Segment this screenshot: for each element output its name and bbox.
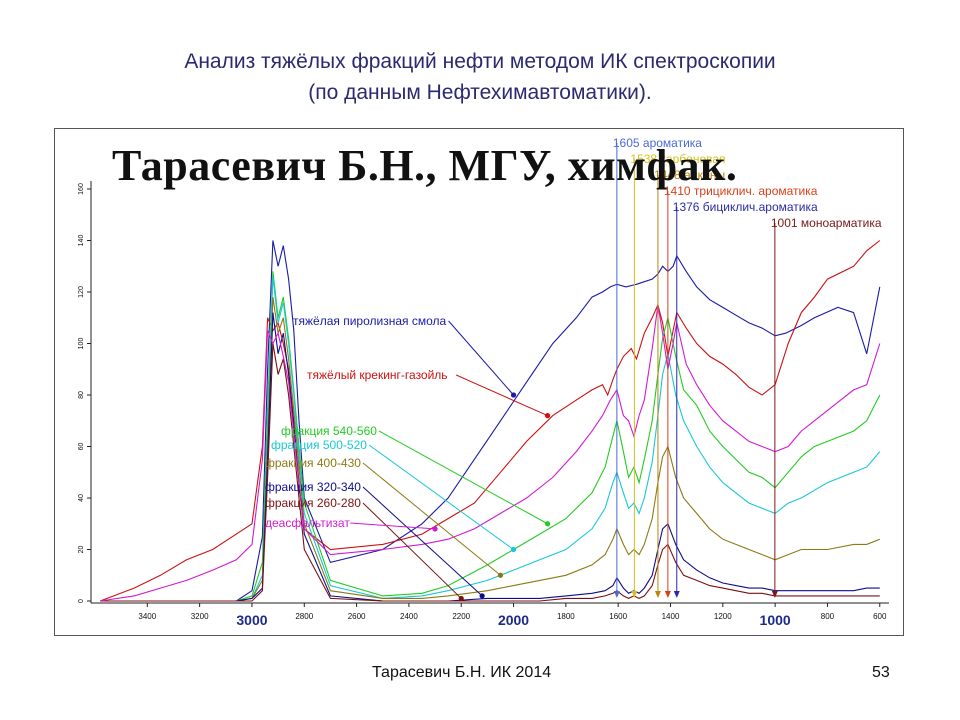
- x-tick-label: 2800: [295, 612, 313, 621]
- x-tick-label: 2600: [348, 612, 366, 621]
- series-label-2: фракция 540-560: [281, 424, 377, 438]
- annotation-arrow-head: [673, 591, 680, 598]
- y-tick-label: 140: [78, 235, 85, 247]
- x-tick-label: 1400: [662, 612, 680, 621]
- annotation-label: 1538 карбоновая: [630, 152, 725, 166]
- series-line-7: [100, 304, 881, 602]
- series-line-3: [100, 276, 881, 602]
- series-leader-line: [368, 444, 514, 550]
- annotation-label: 1001 моноарматика: [771, 216, 882, 230]
- annotation-label: 1376 бициклич.ароматика: [673, 200, 818, 214]
- x-tick-label: 800: [821, 612, 835, 621]
- chart-canvas: 3400 3200 3000 2800 2600 2400 2200 2000 1800 1600…: [78, 136, 889, 628]
- x-tick-label: 1200: [714, 612, 732, 621]
- y-tick-label: 60: [78, 443, 85, 451]
- annotation-arrow-head: [664, 591, 671, 598]
- series-leader-dot: [497, 572, 504, 578]
- annotation-arrow-head: [613, 591, 620, 598]
- series-leader-line: [350, 522, 436, 530]
- series-leader-dot: [510, 392, 517, 398]
- series-leader-line: [455, 374, 548, 417]
- series-leader-line: [448, 320, 514, 396]
- series-leader-dot: [479, 593, 485, 599]
- y-tick-label: 20: [78, 546, 85, 554]
- series-line-2: [100, 271, 881, 602]
- x-tick-label: 2400: [400, 612, 418, 621]
- x-tick-label: 1600: [609, 612, 627, 621]
- slide-title-line1: Анализ тяжёлых фракций нефти методом ИК …: [184, 50, 776, 73]
- series-line-0: [100, 240, 881, 602]
- series-leader-line: [362, 486, 483, 597]
- series-leader-dot: [432, 526, 438, 532]
- series-line-6: [100, 343, 880, 602]
- series-leader-dot: [544, 413, 551, 419]
- annotation-label: 1605 ароматика: [613, 136, 702, 150]
- x-tick-label: 2200: [452, 612, 470, 621]
- series-label-0: тяжёлая пиролизная смола: [293, 314, 446, 328]
- y-tick-label: 100: [78, 338, 85, 350]
- slide-title-line2: (по данным Нефтехимавтоматики).: [308, 81, 652, 104]
- series-label-5: фракция 320-340: [265, 480, 361, 494]
- annotation-arrow-head: [771, 591, 778, 598]
- annotation-label: 1448 алканы: [654, 168, 725, 182]
- x-tick-label: 1000: [760, 612, 791, 628]
- series-leader-line: [362, 502, 462, 599]
- series-label-7: деасфальтизат: [265, 516, 350, 530]
- series-leader-line: [378, 430, 548, 525]
- series-leader-dot: [458, 595, 464, 602]
- slide-title: Анализ тяжёлых фракций нефти методом ИК …: [0, 46, 960, 108]
- x-tick-label: 3400: [138, 612, 156, 621]
- author-overlay-title: Тарасевич Б.Н., МГУ, химфак.: [112, 141, 738, 190]
- y-tick-label: 120: [78, 286, 85, 298]
- annotation-arrow-head: [654, 591, 661, 598]
- y-tick-label: 40: [78, 494, 85, 502]
- y-tick-label: 0: [78, 599, 85, 603]
- series-line-1: [100, 240, 881, 602]
- x-tick-label: 600: [873, 612, 887, 621]
- x-tick-label: 1800: [557, 612, 575, 621]
- series-label-4: фракция 400-430: [265, 456, 361, 470]
- page-number: 53: [872, 664, 890, 681]
- x-tick-label: 3200: [191, 612, 209, 621]
- series-leader-dot: [510, 546, 517, 553]
- series-leader-dot: [544, 521, 551, 527]
- y-tick-label: 80: [78, 391, 85, 399]
- y-tick-label: 160: [78, 183, 85, 195]
- series-line-5: [100, 312, 880, 602]
- annotation-arrow-head: [631, 591, 638, 598]
- series-label-6: фракция 260-280: [265, 496, 361, 510]
- annotation-label: 1410 трициклич. ароматика: [664, 184, 818, 198]
- ir-spectrum-chart: 3400 3200 3000 2800 2600 2400 2200 2000 1800 1600…: [54, 128, 904, 636]
- series-label-1: тяжёлый крекинг-газойль: [307, 368, 448, 382]
- series-label-3: фракция 500-520: [271, 438, 367, 452]
- footer-author: Тарасевич Б.Н. ИК 2014: [372, 664, 552, 681]
- series-line-4: [100, 297, 881, 602]
- x-tick-label: 3000: [236, 612, 267, 628]
- x-tick-label: 2000: [498, 612, 529, 628]
- series-leader-line: [362, 462, 501, 576]
